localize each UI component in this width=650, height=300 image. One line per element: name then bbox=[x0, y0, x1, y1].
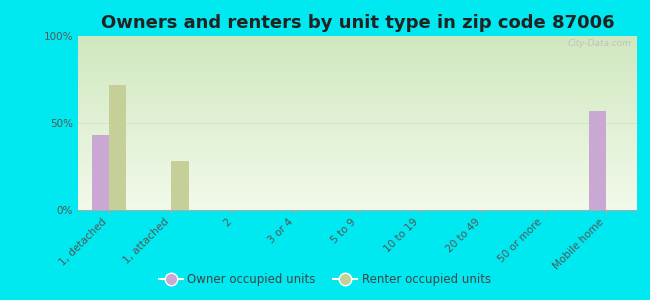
Title: Owners and renters by unit type in zip code 87006: Owners and renters by unit type in zip c… bbox=[101, 14, 614, 32]
Legend: Owner occupied units, Renter occupied units: Owner occupied units, Renter occupied un… bbox=[154, 269, 496, 291]
Bar bbox=[109, 85, 127, 210]
Bar bbox=[171, 161, 188, 210]
Text: City-Data.com: City-Data.com bbox=[567, 40, 631, 49]
Bar bbox=[92, 135, 109, 210]
Bar bbox=[588, 111, 606, 210]
